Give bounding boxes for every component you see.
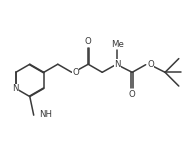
Text: Me: Me xyxy=(111,40,124,49)
Text: O: O xyxy=(129,90,136,99)
Text: O: O xyxy=(72,68,79,77)
Text: O: O xyxy=(85,37,92,46)
Text: N: N xyxy=(13,84,19,93)
Text: NH: NH xyxy=(39,110,52,119)
Text: O: O xyxy=(147,60,154,69)
Text: N: N xyxy=(114,60,120,69)
